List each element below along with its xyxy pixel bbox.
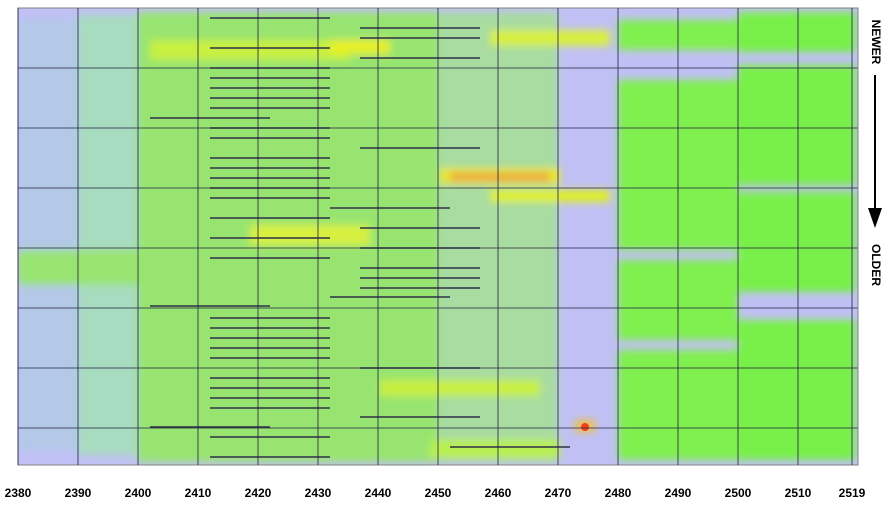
older-label: OLDER	[869, 244, 883, 286]
x-tick-label: 2500	[725, 486, 752, 500]
x-tick-label: 2380	[5, 486, 32, 500]
x-tick-label: 2430	[305, 486, 332, 500]
x-tick-label: 2400	[125, 486, 152, 500]
x-tick-label: 2440	[365, 486, 392, 500]
newer-label: NEWER	[869, 20, 883, 65]
x-tick-label: 2410	[185, 486, 212, 500]
hotspot	[581, 423, 589, 431]
x-tick-label: 2460	[485, 486, 512, 500]
x-tick-label: 2519	[839, 486, 866, 500]
x-tick-label: 2510	[785, 486, 812, 500]
arrow-head	[868, 208, 882, 228]
x-tick-label: 2420	[245, 486, 272, 500]
x-tick-label: 2450	[425, 486, 452, 500]
x-tick-label: 2480	[605, 486, 632, 500]
x-tick-label: 2490	[665, 486, 692, 500]
x-tick-label: 2390	[65, 486, 92, 500]
x-tick-label: 2470	[545, 486, 572, 500]
